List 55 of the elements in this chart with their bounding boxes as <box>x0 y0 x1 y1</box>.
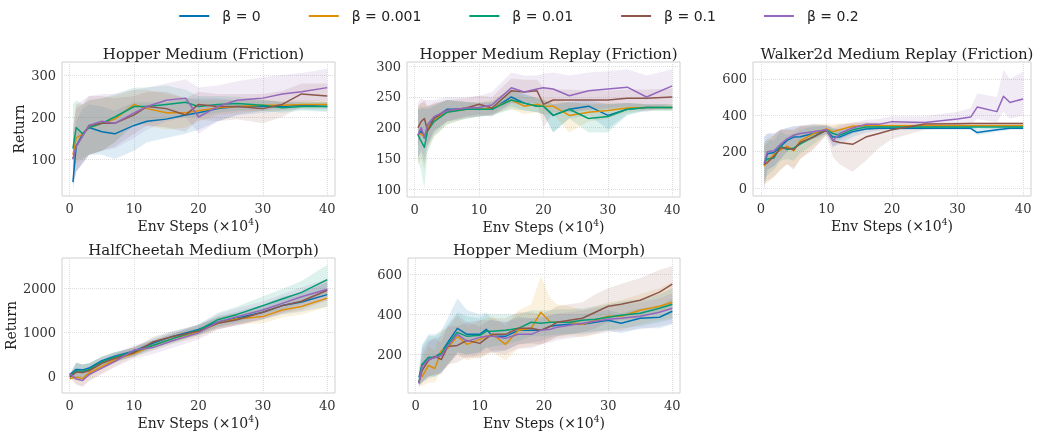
y-tick-label: 400 <box>377 306 402 322</box>
y-tick-label: 2000 <box>22 280 56 296</box>
x-tick-label: 30 <box>599 202 617 217</box>
y-tick-label: 100 <box>376 181 401 197</box>
x-tick-label: 30 <box>254 398 272 413</box>
x-tick-label: 10 <box>471 398 489 413</box>
x-tick-label: 0 <box>411 398 420 413</box>
y-tick-label: 600 <box>377 266 402 282</box>
x-tick-label: 20 <box>535 202 552 217</box>
chart-title: Hopper Medium Replay (Friction) <box>419 44 678 63</box>
y-tick-label: 0 <box>738 180 747 196</box>
x-tick-label: 20 <box>190 398 207 413</box>
chart-title: Hopper Medium (Morph) <box>453 240 645 259</box>
y-tick-label: 0 <box>47 368 56 384</box>
chart-title: HalfCheetah Medium (Morph) <box>88 240 319 259</box>
x-tick-label: 20 <box>883 201 901 216</box>
x-tick-label: 40 <box>319 398 336 413</box>
x-tick-label: 10 <box>125 201 143 216</box>
y-tick-label: 200 <box>31 109 56 125</box>
x-tick-label: 0 <box>756 201 766 216</box>
x-tick-label: 30 <box>949 201 966 216</box>
x-tick-label: 30 <box>254 201 272 216</box>
x-tick-label: 0 <box>410 202 419 217</box>
chart-title: Hopper Medium (Friction) <box>102 44 305 63</box>
x-tick-label: 20 <box>190 201 207 216</box>
y-tick-label: 400 <box>722 107 747 123</box>
x-tick-label: 20 <box>535 398 553 413</box>
x-tick-label: 30 <box>599 398 617 413</box>
y-axis-title: Return <box>3 300 19 351</box>
x-tick-label: 40 <box>664 398 681 413</box>
y-tick-label: 100 <box>31 151 56 167</box>
legend-label: β = 0 <box>222 8 261 24</box>
x-tick-label: 10 <box>470 202 488 217</box>
y-tick-label: 1000 <box>22 324 56 340</box>
y-tick-label: 250 <box>376 89 401 105</box>
chart-title: Walker2d Medium Replay (Friction) <box>760 44 1034 63</box>
x-tick-label: 0 <box>65 398 74 413</box>
legend-label: β = 0.01 <box>512 8 574 24</box>
y-tick-label: 300 <box>376 58 401 74</box>
x-tick-label: 40 <box>664 202 681 217</box>
x-tick-label: 0 <box>65 201 74 216</box>
x-tick-label: 10 <box>818 201 835 216</box>
y-tick-label: 200 <box>376 120 401 136</box>
y-tick-label: 200 <box>377 346 402 362</box>
x-tick-label: 10 <box>125 398 143 413</box>
x-tick-label: 40 <box>319 201 336 216</box>
y-tick-label: 150 <box>376 150 401 166</box>
y-tick-label: 300 <box>31 67 56 83</box>
legend-label: β = 0.001 <box>351 8 422 24</box>
legend-label: β = 0.1 <box>664 8 716 24</box>
y-tick-label: 600 <box>722 71 747 87</box>
y-axis-title: Return <box>11 104 27 154</box>
x-tick-label: 40 <box>1014 201 1032 216</box>
legend-label: β = 0.2 <box>806 8 859 24</box>
y-tick-label: 200 <box>722 144 747 160</box>
